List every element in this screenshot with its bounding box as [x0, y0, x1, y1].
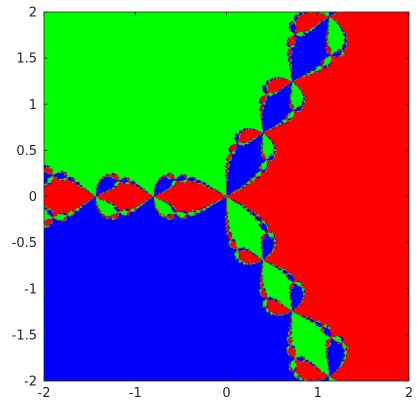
- x-tick-label: 2: [405, 386, 413, 401]
- plot-area: [44, 12, 409, 381]
- y-tick-label: 1.5: [16, 52, 37, 67]
- y-tick-label: 1: [29, 98, 37, 113]
- x-axis-ticks: -2 -1 0 1 2: [38, 12, 413, 401]
- y-tick-label: 0: [29, 190, 37, 205]
- x-tick-label: -1: [129, 386, 142, 401]
- x-tick-label: 1: [314, 386, 322, 401]
- fractal-image-container: [44, 12, 409, 381]
- y-axis-ticks: -2 -1.5 -1 -0.5 0 0.5 1 1.5 2: [12, 6, 409, 390]
- fractal-heatmap: [44, 12, 409, 381]
- y-tick-label: -1: [24, 282, 37, 297]
- y-tick-label: -0.5: [12, 236, 37, 251]
- x-tick-label: -2: [38, 386, 51, 401]
- y-tick-label: -2: [24, 375, 37, 390]
- y-tick-label: 0.5: [16, 144, 37, 159]
- y-tick-label: 2: [29, 6, 37, 21]
- x-tick-label: 0: [222, 386, 230, 401]
- y-tick-label: -1.5: [12, 328, 37, 343]
